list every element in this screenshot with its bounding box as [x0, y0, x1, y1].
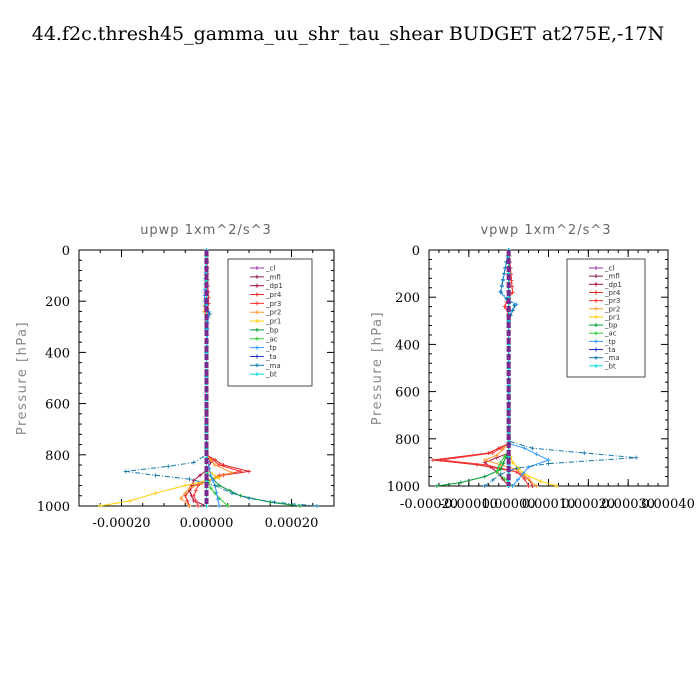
- legend-marker: [255, 292, 259, 297]
- y-tick-label: 800: [45, 449, 70, 464]
- legend-marker: [594, 331, 598, 336]
- legend-label: _ma: [265, 362, 281, 370]
- series-markers-bp: [434, 248, 511, 488]
- legend-box: [227, 258, 313, 387]
- legend-label: _bt: [604, 362, 616, 370]
- legend-label: _pr2: [604, 305, 620, 313]
- y-tick-label: 1000: [387, 480, 420, 495]
- legend-label: _ac: [265, 335, 278, 343]
- legend-marker: [594, 282, 598, 287]
- plot-2: vpwp 1xm^2/s^3 Pressure [hPa] 0 200 400 600 80…: [370, 223, 695, 512]
- legend-marker: [255, 336, 259, 341]
- legend: _cl_mfl_dp1_pr4_pr3_pr2_pr1_bp_ac_tp_ta_…: [566, 258, 646, 378]
- legend-label: _ma: [604, 354, 620, 362]
- legend-label: _pr4: [604, 289, 621, 297]
- legend-label: _cl: [604, 265, 614, 273]
- y-tick-label: 400: [395, 338, 420, 353]
- legend-label: _bt: [265, 371, 277, 379]
- series-line-bp: [436, 250, 510, 487]
- series-line-pr4: [432, 249, 534, 487]
- legend-label: _pr3: [265, 300, 281, 308]
- legend-marker: [594, 314, 598, 319]
- legend-label: _pr2: [265, 309, 281, 317]
- legend: _cl_mfl_dp1_pr4_pr3_pr2_pr1_bp_ac_tp_ta_…: [227, 258, 313, 387]
- x-tick-label: 0.00020: [561, 497, 615, 512]
- series-markers-pr4: [430, 248, 535, 488]
- series-markers-pr3: [438, 248, 531, 488]
- plots-group: upwp 1xm^2/s^3 Pressure [hPa] 0 200 400 600 80…: [15, 223, 695, 531]
- legend-label: _bp: [265, 326, 279, 334]
- x-tick-label: -0.00010: [440, 497, 498, 512]
- legend-marker: [594, 290, 598, 295]
- series-markers-dp1: [482, 248, 511, 488]
- y-tick-label: 200: [45, 295, 70, 310]
- series-line-pr1: [100, 250, 221, 507]
- legend-label: _mfl: [265, 273, 281, 281]
- legend-label: _mfl: [604, 273, 620, 281]
- legend-marker: [594, 347, 598, 352]
- x-tick-label: -0.00020: [92, 516, 150, 531]
- legend-marker: [255, 310, 259, 315]
- x-tick-label: 0.00000: [482, 497, 536, 512]
- y-tick-label: 600: [395, 386, 420, 401]
- x-tick-label: 0.00030: [601, 497, 655, 512]
- y-tick-label: 800: [395, 433, 420, 448]
- x-tick-label: 0.00020: [265, 516, 319, 531]
- legend-marker: [255, 301, 259, 306]
- plot-1: upwp 1xm^2/s^3 Pressure [hPa] 0 200 400 600 80…: [15, 223, 335, 531]
- x-tick-label: 0.00040: [641, 497, 695, 512]
- y-tick-label: 400: [45, 346, 70, 361]
- legend-label: _tp: [604, 338, 616, 346]
- x-tick-label: 0.00010: [522, 497, 576, 512]
- y-tick-label: 1000: [37, 500, 70, 515]
- y-axis-label: Pressure [hPa]: [15, 321, 30, 435]
- y-axis-label: Pressure [hPa]: [370, 311, 385, 425]
- legend-label: _pr3: [604, 297, 620, 305]
- legend-marker: [255, 345, 259, 350]
- legend-marker: [255, 319, 259, 324]
- legend-label: _cl: [265, 265, 275, 273]
- legend-marker: [594, 306, 598, 311]
- y-tick-label: 0: [62, 244, 70, 259]
- series-markers-tp: [498, 248, 551, 488]
- x-tick-label: 0.00000: [180, 516, 234, 531]
- legend-marker: [255, 354, 259, 359]
- legend-box: [566, 258, 646, 378]
- legend-label: _pr1: [604, 313, 620, 321]
- series-line-pr3: [440, 249, 530, 487]
- y-tick-label: 200: [395, 291, 420, 306]
- legend-label: _dp1: [604, 281, 622, 289]
- legend-label: _bp: [604, 322, 618, 330]
- legend-marker: [594, 323, 598, 328]
- plot-title: vpwp 1xm^2/s^3: [480, 223, 611, 238]
- plot-title: upwp 1xm^2/s^3: [140, 223, 272, 238]
- legend-label: _ta: [604, 346, 616, 354]
- legend-label: _ta: [265, 353, 277, 361]
- legend-marker: [255, 363, 259, 368]
- y-tick-label: 0: [412, 244, 420, 259]
- x-tick-label: -0.00020: [400, 497, 458, 512]
- legend-marker: [255, 283, 259, 288]
- legend-label: _pr4: [265, 291, 282, 299]
- y-tick-label: 600: [45, 398, 70, 413]
- legend-marker: [594, 339, 598, 344]
- legend-marker: [594, 274, 598, 279]
- legend-marker: [255, 274, 259, 279]
- legend-marker: [594, 355, 598, 360]
- legend-marker: [255, 327, 259, 332]
- legend-label: _dp1: [265, 282, 283, 290]
- series-line-pr1: [508, 250, 557, 487]
- series-markers-pr1: [98, 248, 222, 508]
- legend-label: _tp: [265, 344, 277, 352]
- legend-marker: [255, 372, 259, 377]
- legend-marker: [594, 266, 598, 270]
- legend-marker: [594, 363, 598, 368]
- legend-label: _ac: [604, 330, 617, 338]
- legend-label: _pr1: [265, 318, 281, 326]
- figure-title: 44.f2c.thresh45_gamma_uu_shr_tau_shear B…: [32, 23, 664, 45]
- legend-marker: [255, 266, 259, 270]
- legend-marker: [594, 298, 598, 303]
